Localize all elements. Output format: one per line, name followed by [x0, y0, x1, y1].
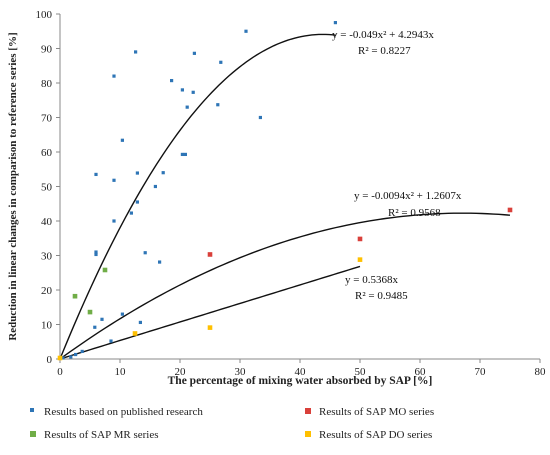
data-point-series-1: [94, 250, 98, 254]
legend-marker: [305, 431, 311, 437]
data-point-series-1: [69, 355, 73, 359]
data-point-series-1: [120, 138, 124, 142]
legend-marker: [305, 408, 311, 414]
trendline-3: [59, 265, 361, 360]
data-point-series-1: [153, 184, 157, 189]
data-point-series-4: [207, 325, 213, 330]
x-tick-label: 50: [355, 366, 367, 378]
y-axis-title: Reduction in linear changes in compariso…: [7, 32, 19, 340]
trendline-1: [59, 33, 337, 360]
y-tick-label: 50: [41, 182, 53, 194]
y-tick-label: 10: [41, 320, 53, 332]
data-point-series-1: [170, 78, 174, 83]
data-point-series-3: [87, 309, 93, 315]
data-point-series-2: [507, 207, 513, 213]
data-point-series-1: [129, 211, 133, 215]
trendline-2: [59, 212, 511, 360]
legend-label: Results based on published research: [44, 406, 203, 418]
data-point-series-3: [72, 293, 78, 299]
legend-marker: [30, 408, 34, 412]
y-tick-label: 40: [41, 216, 53, 228]
x-tick-label: 70: [475, 366, 487, 378]
x-tick-label: 10: [115, 366, 127, 378]
data-point-series-1: [94, 172, 98, 177]
data-point-series-4: [57, 355, 63, 361]
data-point-series-1: [143, 251, 147, 255]
data-point-series-1: [216, 103, 220, 107]
data-point-series-1: [192, 51, 196, 55]
legend-marker: [30, 431, 36, 437]
legend-label: Results of SAP MO series: [319, 406, 434, 418]
data-point-series-1: [80, 349, 84, 354]
data-point-series-1: [161, 171, 165, 175]
y-tick-label: 90: [41, 44, 53, 56]
data-point-series-1: [183, 152, 187, 157]
data-point-series-1: [158, 260, 162, 264]
data-point-series-3: [102, 267, 108, 273]
data-point-series-1: [191, 90, 195, 94]
trendline-equation: y = 0.5368x: [345, 274, 398, 286]
x-tick-label: 30: [235, 366, 247, 378]
y-tick-label: 100: [36, 9, 53, 21]
data-point-series-1: [258, 115, 262, 120]
x-tick-label: 40: [295, 366, 307, 378]
data-point-series-4: [132, 331, 138, 336]
data-point-series-1: [185, 105, 189, 109]
data-point-series-1: [333, 21, 337, 25]
y-tick-label: 80: [41, 78, 53, 90]
y-tick-label: 0: [47, 354, 53, 366]
legend-label: Results of SAP MR series: [44, 429, 159, 441]
x-axis-title: The percentage of mixing water absorbed …: [168, 375, 433, 387]
trendline-r2: R² = 0.9485: [355, 290, 408, 302]
y-tick-label: 30: [41, 251, 53, 263]
data-point-series-1: [112, 74, 116, 78]
data-point-series-2: [357, 236, 363, 242]
y-tick-label: 60: [41, 147, 53, 159]
data-point-series-1: [219, 60, 223, 64]
data-point-series-1: [134, 50, 138, 54]
y-tick-label: 20: [41, 285, 53, 297]
data-point-series-1: [112, 178, 116, 182]
data-point-series-1: [135, 171, 139, 175]
trendline-equation: y = -0.049x² + 4.2943x: [332, 29, 434, 41]
x-tick-label: 0: [57, 366, 63, 378]
data-point-series-1: [100, 317, 104, 321]
data-point-series-4: [357, 257, 363, 262]
data-point-series-1: [180, 88, 184, 92]
data-point-series-1: [244, 29, 248, 33]
data-point-series-1: [135, 200, 139, 204]
data-point-series-1: [120, 312, 124, 316]
data-point-series-1: [61, 356, 65, 360]
data-point-series-1: [180, 152, 184, 157]
y-tick-label: 70: [41, 113, 53, 125]
data-point-series-1: [138, 320, 142, 325]
data-point-series-2: [207, 252, 213, 257]
data-point-series-1: [94, 252, 98, 257]
x-tick-label: 20: [175, 366, 187, 378]
trendline-r2: R² = 0.9568: [388, 207, 441, 219]
legend-label: Results of SAP DO series: [319, 429, 432, 441]
trendline-equation: y = -0.0094x² + 1.2607x: [354, 190, 462, 202]
x-tick-label: 60: [415, 366, 427, 378]
data-point-series-1: [112, 219, 116, 223]
data-point-series-1: [109, 339, 113, 343]
data-point-series-1: [93, 325, 97, 329]
trendline-r2: R² = 0.8227: [358, 45, 411, 57]
data-point-series-1: [74, 352, 78, 357]
x-tick-label: 80: [535, 366, 547, 378]
